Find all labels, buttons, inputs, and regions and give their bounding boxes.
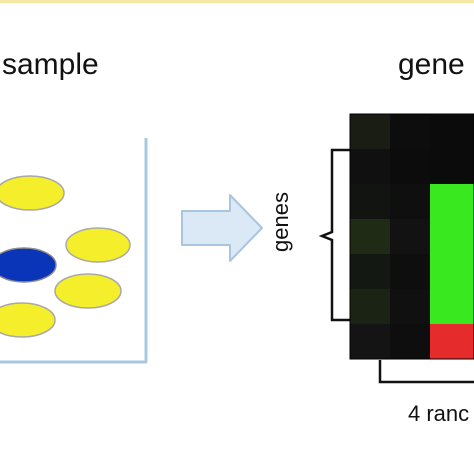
heatmap-cell: [430, 254, 474, 289]
heatmap-cell: [390, 149, 430, 184]
heatmap-cell: [350, 219, 390, 254]
yellow-cell-3: [54, 273, 122, 309]
heatmap-cell: [430, 184, 474, 219]
heatmap-cell: [350, 254, 390, 289]
heatmap-cell: [430, 219, 474, 254]
heatmap-cell: [430, 324, 474, 359]
yellow-cell-2: [65, 227, 131, 263]
heatmap-cell: [430, 114, 474, 149]
yellow-cell-4: [0, 302, 56, 338]
heatmap-border: [349, 113, 474, 360]
heatmap-cell: [390, 114, 430, 149]
random-samples-label: 4 ranc: [408, 401, 470, 426]
arrow-right-icon: [181, 194, 263, 262]
heatmap-cell: [390, 219, 430, 254]
heatmap-cell: [390, 324, 430, 359]
heatmap: [349, 113, 474, 360]
samples-bracket: [378, 360, 474, 384]
heatmap-cell: [350, 289, 390, 324]
heatmap-cell: [350, 324, 390, 359]
heatmap-cell: [430, 149, 474, 184]
heatmap-cell: [350, 184, 390, 219]
heatmap-cell: [430, 289, 474, 324]
blue-cell: [0, 247, 57, 283]
yellow-cell-1: [0, 175, 65, 211]
top-rule: [0, 0, 474, 3]
genes-bracket: [318, 148, 350, 322]
gene-expression-label: gene: [398, 48, 465, 81]
sample-label: sample: [2, 48, 99, 81]
heatmap-cell: [390, 254, 430, 289]
heatmap-cell: [350, 114, 390, 149]
heatmap-cell: [390, 184, 430, 219]
heatmap-cell: [350, 149, 390, 184]
heatmap-cell: [390, 289, 430, 324]
